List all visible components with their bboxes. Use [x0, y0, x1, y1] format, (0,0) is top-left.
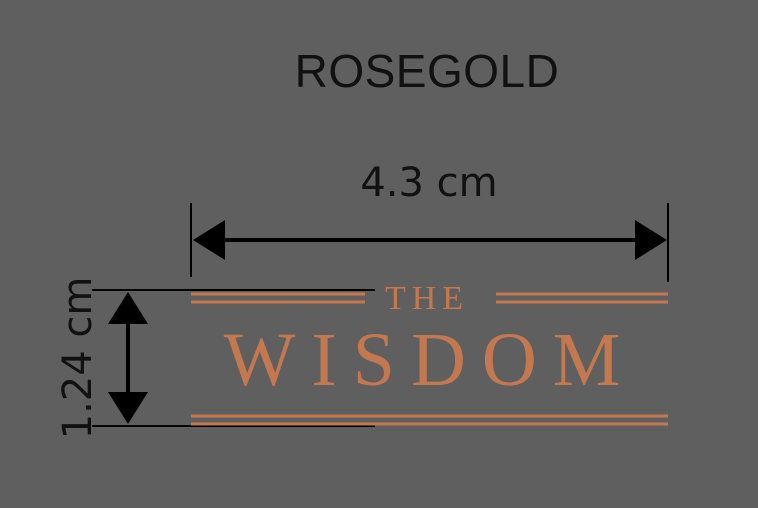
width-dimension-label: 4.3 cm: [360, 160, 498, 206]
height-arrowhead-bottom: [108, 392, 148, 424]
logo-text-wisdom: WISDOM: [223, 318, 637, 402]
logo-text-the: THE: [384, 280, 470, 317]
logo-rules: [191, 292, 668, 426]
width-arrowhead-left: [193, 220, 225, 260]
colour-label: ROSEGOLD: [294, 45, 560, 97]
width-arrowhead-right: [635, 220, 667, 260]
height-arrowhead-top: [108, 292, 148, 324]
